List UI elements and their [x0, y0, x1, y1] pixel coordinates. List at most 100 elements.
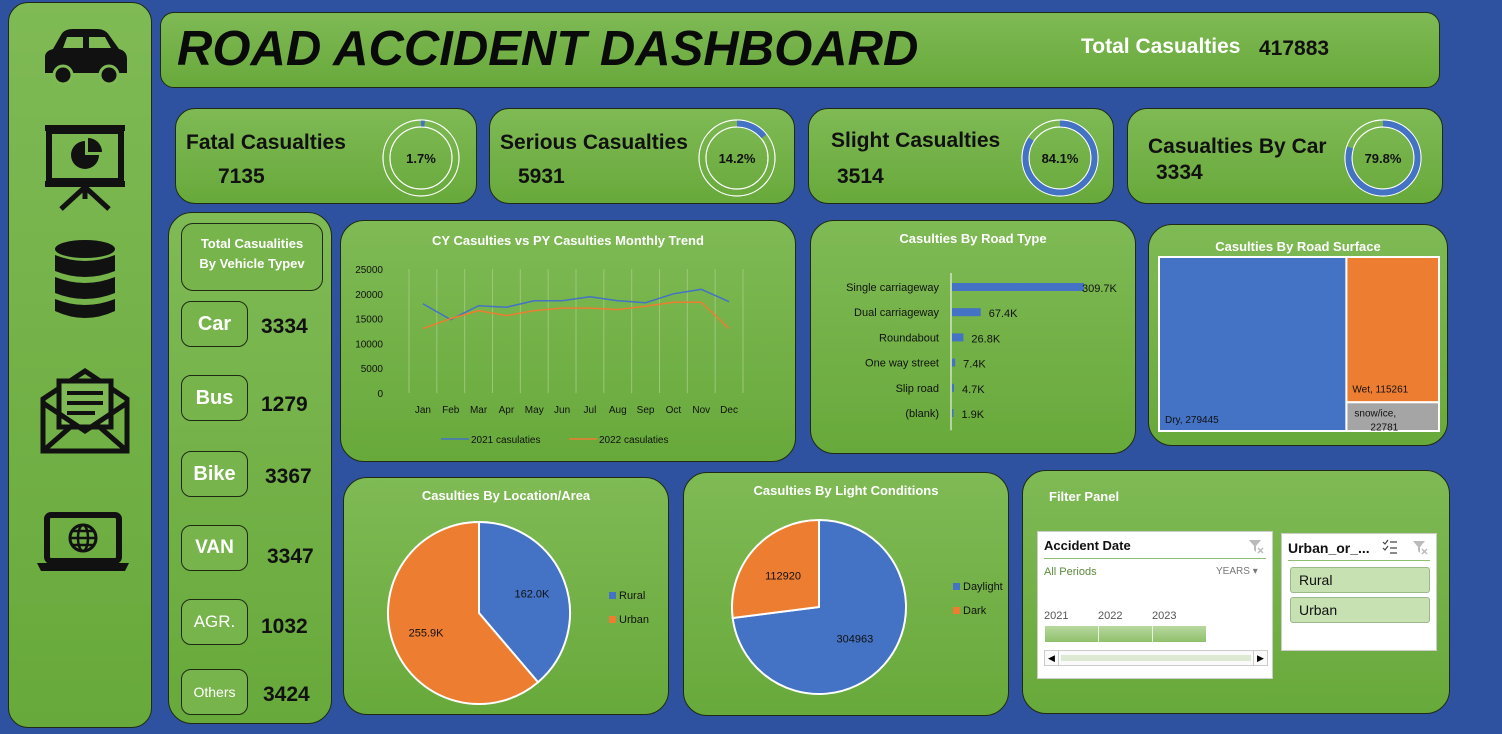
kpi-donut: 1.7%	[382, 119, 460, 197]
kpi-label: Slight Casualties	[831, 129, 1001, 152]
legend-label: 2021 casulaties	[471, 435, 541, 446]
vehicle-button-agr[interactable]: AGR.	[181, 599, 248, 645]
x-tick-label: May	[525, 405, 544, 416]
legend-label: Rural	[619, 590, 645, 602]
legend-label: Daylight	[963, 581, 1003, 593]
vehicle-panel-title: Total Casualities By Vehicle Typev	[181, 223, 323, 291]
car-icon[interactable]	[39, 17, 131, 109]
accident-date-slicer[interactable]: Accident Date All Periods YEARS ▾ 2021 2…	[1037, 531, 1273, 679]
mail-icon[interactable]	[39, 363, 131, 455]
kpi-value: 5931	[518, 165, 565, 188]
bar-value-label: 4.7K	[962, 384, 985, 396]
clear-filter-icon[interactable]	[1412, 539, 1428, 555]
kpi-donut: 84.1%	[1021, 119, 1099, 197]
pie-data-label: 304963	[837, 634, 874, 646]
treemap-label: 22781	[1370, 422, 1398, 433]
category-label: Slip road	[896, 383, 939, 395]
legend-swatch	[609, 592, 616, 599]
bar	[952, 358, 956, 367]
year-label-2023: 2023	[1152, 610, 1177, 622]
treemap-label: snow/ice,	[1354, 408, 1396, 419]
year-label-2021: 2021	[1044, 610, 1069, 622]
donut-outer-ring	[1344, 119, 1422, 197]
bar	[952, 308, 981, 317]
vehicle-title-line1: Total Casualities	[200, 236, 304, 251]
laptop-globe-icon[interactable]	[33, 501, 133, 593]
year-label-2022: 2022	[1098, 610, 1123, 622]
donut-percent-label: 84.1%	[1042, 151, 1079, 166]
vehicle-button-van[interactable]: VAN	[181, 525, 248, 571]
vehicle-button-others[interactable]: Others	[181, 669, 248, 715]
location-area-panel: Casulties By Location/Area 162.0K 255.9K R…	[343, 477, 669, 715]
donut-percent-label: 79.8%	[1365, 151, 1402, 166]
x-tick-label: Dec	[720, 405, 738, 416]
scroll-thumb[interactable]	[1061, 655, 1251, 661]
category-label: One way street	[865, 358, 939, 370]
legend-label: Urban	[619, 614, 649, 626]
bar	[952, 283, 1084, 291]
chart-title: CY Casulties vs PY Casulties Monthly Tre…	[432, 233, 704, 248]
bar-value-label: 67.4K	[989, 308, 1018, 320]
vehicle-button-bus[interactable]: Bus	[181, 375, 248, 421]
x-tick-label: Nov	[692, 405, 710, 416]
bar-value-label: 309.7K	[1082, 283, 1118, 295]
vehicle-type-panel: Total Casualities By Vehicle Typev Car 3…	[168, 212, 332, 724]
series-line	[422, 288, 730, 321]
kpi-card-fatal: Fatal Casualties 7135 1.7%	[175, 108, 477, 204]
road-surface-treemap: Dry, 279445 Wet, 115261 snow/ice, 22781	[1158, 256, 1440, 433]
chevron-down-icon: ▾	[1252, 566, 1258, 577]
urban-rural-slicer[interactable]: Urban_or_... Rural Urban	[1281, 533, 1437, 651]
treemap-cell	[1345, 256, 1440, 404]
multi-select-icon[interactable]	[1382, 539, 1398, 555]
category-label: Dual carriageway	[854, 307, 939, 319]
x-tick-label: Jul	[584, 405, 597, 416]
donut-outer-ring	[382, 119, 460, 197]
monthly-trend-panel: CY Casulties vs PY Casulties Monthly Tre…	[340, 220, 796, 462]
vehicle-value-bus: 1279	[261, 393, 308, 416]
header-banner: ROAD ACCIDENT DASHBOARD Total Casualties…	[160, 12, 1440, 88]
donut-percent-label: 1.7%	[406, 151, 436, 166]
vehicle-button-car[interactable]: Car	[181, 301, 248, 347]
kpi-donut: 14.2%	[698, 119, 776, 197]
slicer-option-urban[interactable]: Urban	[1290, 597, 1430, 623]
scroll-left-icon[interactable]: ◀	[1045, 651, 1059, 665]
kpi-label: Fatal Casualties	[186, 131, 346, 154]
y-tick-label: 20000	[355, 290, 383, 301]
time-level-dropdown[interactable]: YEARS ▾	[1216, 566, 1258, 577]
total-casualties-label: Total Casualties	[1081, 35, 1241, 58]
vehicle-button-bike[interactable]: Bike	[181, 451, 248, 497]
treemap-cell	[1345, 401, 1440, 432]
donut-inner-ring	[1028, 126, 1092, 190]
kpi-card-car: Casualties By Car 3334 79.8%	[1127, 108, 1443, 204]
bar-value-label: 1.9K	[962, 409, 985, 421]
timeline-scrollbar[interactable]: ◀ ▶	[1044, 650, 1268, 666]
donut-percent-label: 14.2%	[719, 151, 756, 166]
kpi-value: 3334	[1156, 161, 1203, 184]
kpi-card-serious: Serious Casualties 5931 14.2%	[489, 108, 795, 204]
series-line	[422, 301, 730, 330]
presentation-icon[interactable]	[39, 121, 131, 213]
time-level-value: YEARS	[1216, 566, 1250, 577]
kpi-card-slight: Slight Casualties 3514 84.1%	[808, 108, 1114, 204]
bar	[952, 383, 955, 392]
light-pie-chart: 304963 112920 Daylight Dark	[731, 518, 1003, 695]
y-tick-label: 10000	[355, 339, 383, 350]
location-pie-chart: 162.0K 255.9K Rural Urban	[387, 520, 649, 705]
legend-label: Dark	[963, 605, 987, 617]
timeline-bar[interactable]	[1044, 626, 1206, 642]
donut-arc	[383, 120, 459, 196]
y-tick-label: 0	[377, 389, 383, 400]
slicer-option-rural[interactable]: Rural	[1290, 567, 1430, 593]
category-label: Roundabout	[879, 332, 939, 344]
sidebar	[8, 2, 152, 728]
clear-filter-icon[interactable]	[1248, 538, 1264, 554]
pie-slice	[731, 518, 820, 620]
donut-outer-ring	[1021, 119, 1099, 197]
database-icon[interactable]	[39, 235, 131, 327]
donut-inner-ring	[389, 126, 453, 190]
scroll-right-icon[interactable]: ▶	[1253, 651, 1267, 665]
vehicle-title-line2: By Vehicle Typev	[199, 256, 305, 271]
filter-panel: Filter Panel Accident Date All Periods Y…	[1022, 470, 1450, 714]
chart-title: Casulties By Light Conditions	[753, 483, 939, 498]
donut-arc	[1345, 120, 1421, 196]
